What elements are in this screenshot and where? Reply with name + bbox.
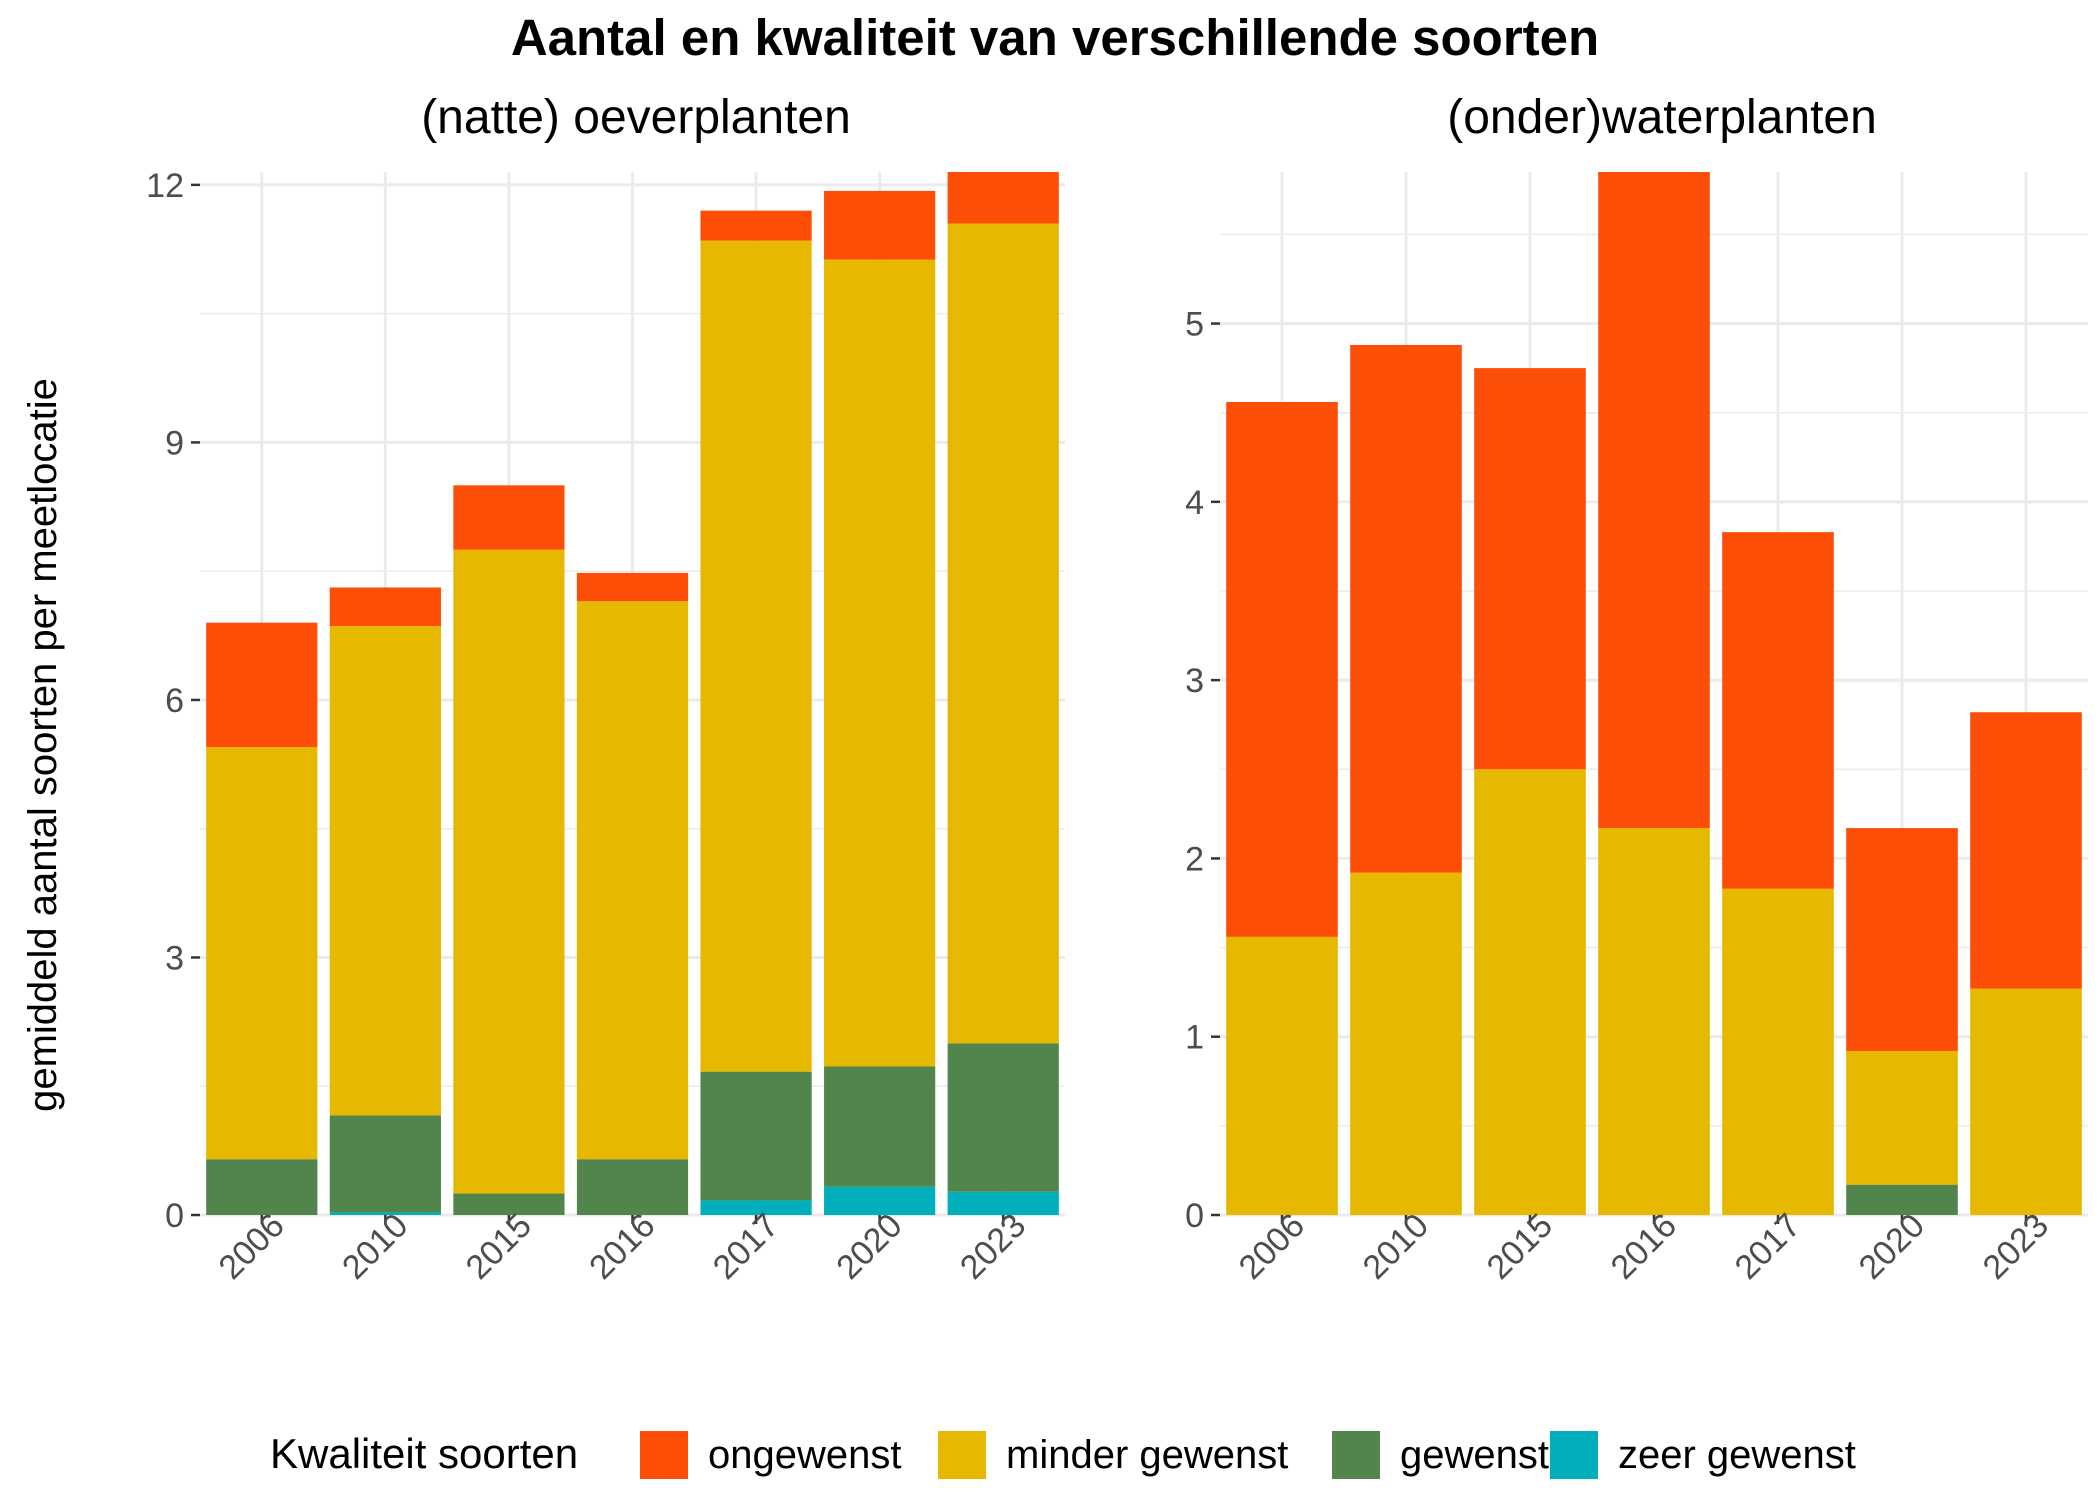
x-tick-label: 2023 <box>1976 1206 2056 1286</box>
bar-gewenst-2020 <box>824 1066 936 1187</box>
bar-minder-gewenst-2023 <box>1970 988 2082 1215</box>
legend-label: gewenst <box>1400 1433 1549 1477</box>
x-tick-label: 2016 <box>1604 1206 1684 1286</box>
bar-gewenst-2006 <box>206 1159 318 1215</box>
y-tick-label: 3 <box>1185 662 1204 700</box>
bar-minder-gewenst-2016 <box>576 601 689 1160</box>
bar-minder-gewenst-2015 <box>453 549 565 1194</box>
legend-key-zeer-gewenst <box>1550 1431 1598 1479</box>
legend-label: minder gewenst <box>1006 1433 1288 1477</box>
y-tick-label: 6 <box>165 682 184 720</box>
y-tick-label: 1 <box>1185 1019 1204 1057</box>
x-tick-label: 2016 <box>582 1206 662 1286</box>
bar-ongewenst-2020 <box>824 190 936 260</box>
x-tick-label: 2006 <box>211 1206 291 1286</box>
bar-minder-gewenst-2010 <box>1350 872 1462 1215</box>
bar-gewenst-2015 <box>453 1193 565 1215</box>
bar-ongewenst-2023 <box>1970 712 2082 989</box>
bar-zeer-gewenst-2010 <box>329 1212 441 1215</box>
x-tick-label: 2023 <box>953 1206 1033 1286</box>
bar-gewenst-2010 <box>329 1115 441 1213</box>
x-tick-label: 2015 <box>1480 1206 1560 1286</box>
x-tick-label: 2010 <box>1356 1206 1436 1286</box>
bar-ongewenst-2006 <box>1226 401 1338 937</box>
bar-ongewenst-2010 <box>1350 344 1462 873</box>
x-tick-label: 2017 <box>1728 1206 1808 1286</box>
bar-ongewenst-2015 <box>1474 368 1586 770</box>
y-tick-label: 5 <box>1185 306 1204 344</box>
legend-key-minder-gewenst <box>938 1431 986 1479</box>
bar-gewenst-2017 <box>700 1071 812 1201</box>
legend-key-ongewenst <box>640 1431 688 1479</box>
bar-minder-gewenst-2023 <box>947 223 1059 1044</box>
y-tick-label: 0 <box>1185 1197 1204 1235</box>
bar-ongewenst-2017 <box>1722 532 1834 889</box>
x-tick-label: 2015 <box>459 1206 539 1286</box>
y-tick-label: 2 <box>1185 840 1204 878</box>
panel-2: 0 1 2 3 4 5 2006 2010 2015 2016 2017 2020 2023 <box>1185 172 2088 1287</box>
bar-zeer-gewenst-2017 <box>700 1200 812 1215</box>
bar-ongewenst-2020 <box>1846 828 1958 1051</box>
y-tick-label: 0 <box>165 1197 184 1235</box>
bar-zeer-gewenst-2020 <box>824 1186 936 1215</box>
panel-1-subtitle: (natte) oeverplanten <box>421 91 851 144</box>
bar-gewenst-2023 <box>947 1043 1059 1192</box>
panel-1: 0 3 6 9 12 2006 2010 2015 2016 2017 2020 2023 <box>146 167 1065 1287</box>
bar-ongewenst-2017 <box>700 210 812 241</box>
bar-ongewenst-2015 <box>453 485 565 550</box>
bar-ongewenst-2010 <box>329 587 441 627</box>
bar-zeer-gewenst-2023 <box>947 1191 1059 1215</box>
y-tick-label: 3 <box>165 939 184 977</box>
legend-key-gewenst <box>1332 1431 1380 1479</box>
bar-ongewenst-2023 <box>947 172 1059 224</box>
x-tick-label: 2017 <box>706 1206 786 1286</box>
bar-minder-gewenst-2020 <box>824 259 936 1067</box>
x-tick-label: 2020 <box>1852 1206 1932 1286</box>
y-tick-label: 12 <box>146 167 184 205</box>
y-axis-label: gemiddeld aantal soorten per meetlocatie <box>21 378 65 1112</box>
legend: Kwaliteit soorten ongewenst minder gewenst… <box>270 1430 1856 1479</box>
bar-gewenst-2016 <box>576 1159 689 1215</box>
y-tick-label: 4 <box>1185 484 1204 522</box>
bar-ongewenst-2006 <box>206 622 318 748</box>
legend-title: Kwaliteit soorten <box>270 1430 578 1477</box>
y-tick-label: 9 <box>165 424 184 462</box>
x-tick-label: 2006 <box>1232 1206 1312 1286</box>
chart-title: Aantal en kwaliteit van verschillende so… <box>511 9 1599 66</box>
bar-minder-gewenst-2006 <box>1226 936 1338 1215</box>
bar-minder-gewenst-2015 <box>1474 769 1586 1215</box>
bar-minder-gewenst-2017 <box>700 240 812 1072</box>
x-tick-label: 2020 <box>829 1206 909 1286</box>
bar-minder-gewenst-2010 <box>329 626 441 1116</box>
legend-label: zeer gewenst <box>1618 1433 1856 1477</box>
panel-2-subtitle: (onder)waterplanten <box>1447 91 1877 144</box>
bar-minder-gewenst-2017 <box>1722 888 1834 1215</box>
bar-minder-gewenst-2006 <box>206 747 318 1160</box>
legend-label: ongewenst <box>708 1433 901 1477</box>
bar-ongewenst-2016 <box>576 572 689 602</box>
bar-minder-gewenst-2020 <box>1846 1050 1958 1185</box>
x-tick-label: 2010 <box>335 1206 415 1286</box>
bar-ongewenst-2016 <box>1598 172 1710 829</box>
bar-minder-gewenst-2016 <box>1598 828 1710 1215</box>
bar-gewenst-2020 <box>1846 1184 1958 1215</box>
